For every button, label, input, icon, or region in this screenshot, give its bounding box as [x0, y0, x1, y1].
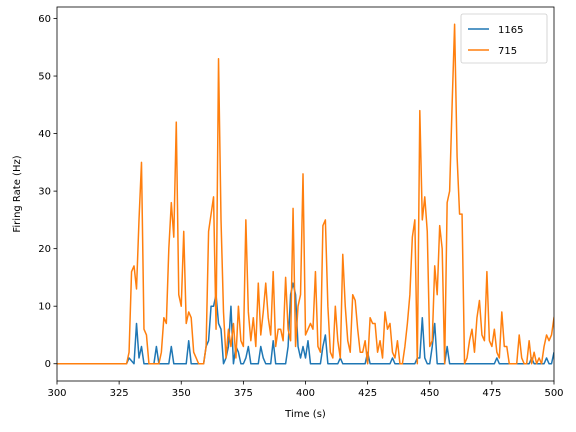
y-tick-label: 10: [38, 302, 51, 313]
x-axis-label: Time (s): [284, 409, 326, 420]
y-tick-label: 0: [45, 359, 51, 370]
y-axis: 0 10 20 30 40 50 60: [38, 14, 57, 370]
legend-label-715: 715: [498, 46, 517, 57]
x-tick-label: 350: [172, 388, 191, 399]
x-tick-label: 400: [296, 388, 315, 399]
x-tick-label: 500: [544, 388, 563, 399]
x-tick-label: 475: [482, 388, 501, 399]
legend: 1165 715: [460, 13, 548, 64]
series-layer: [57, 23, 554, 365]
x-axis: 300 325 350 375 400 425 450 475 500: [47, 381, 564, 399]
x-tick-label: 300: [47, 388, 66, 399]
x-tick-label: 375: [234, 388, 253, 399]
y-tick-label: 20: [38, 244, 51, 255]
x-tick-label: 450: [420, 388, 439, 399]
series-line-715: [57, 23, 554, 365]
y-tick-label: 30: [38, 187, 51, 198]
series-line-1165: [57, 282, 554, 365]
y-tick-label: 60: [38, 14, 51, 25]
x-tick-label: 325: [110, 388, 129, 399]
x-tick-label: 425: [358, 388, 377, 399]
y-axis-label: Firing Rate (Hz): [12, 155, 23, 232]
legend-label-1165: 1165: [498, 25, 523, 36]
y-tick-label: 40: [38, 129, 51, 140]
y-tick-label: 50: [38, 72, 51, 83]
